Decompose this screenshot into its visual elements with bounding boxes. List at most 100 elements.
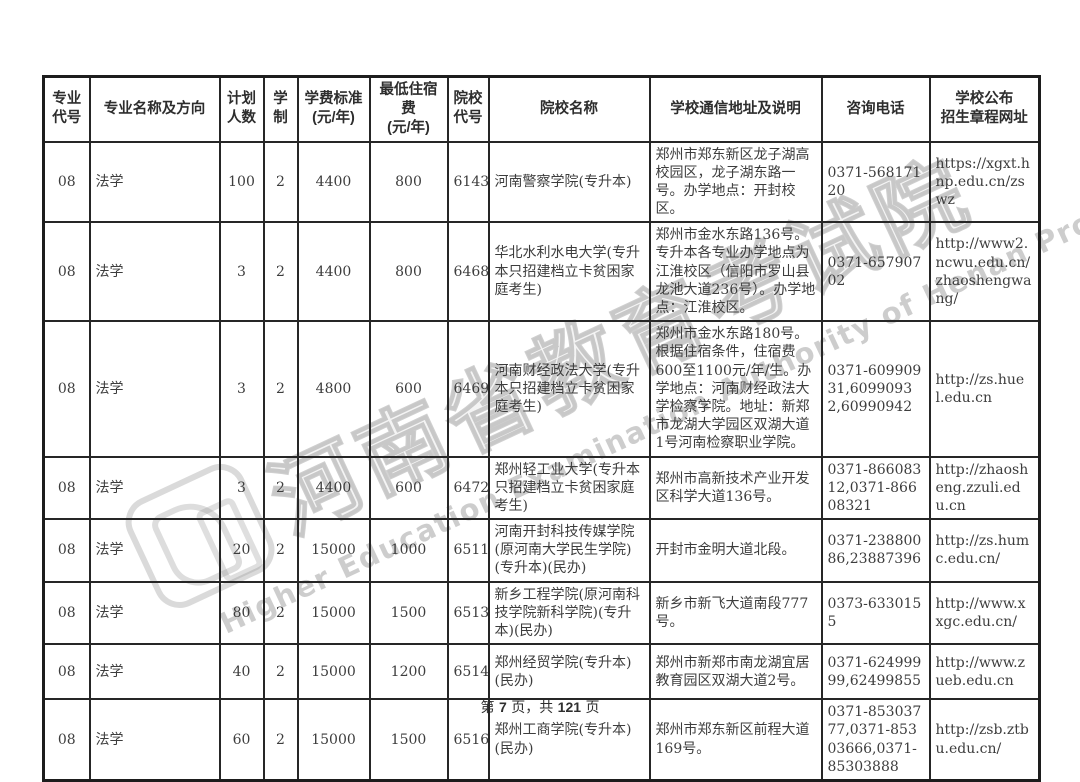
cell-major-code: 08 [42, 455, 91, 521]
cell-plan-count: 3 [218, 221, 265, 323]
cell-college-name: 河南警察学院(专升本) [487, 140, 651, 224]
cell-phone: 0371-86608312,0371-86608321 [820, 455, 931, 521]
cell-major-name: 法学 [88, 580, 221, 646]
cell-phone: 0373-6330155 [820, 580, 931, 646]
table-row: 08 法学 3 2 4400 800 6468 华北水利水电大学(专升本只招建档… [42, 221, 1041, 323]
col-college-name: 院校名称 [487, 75, 651, 143]
cell-plan-count: 20 [218, 518, 265, 583]
cell-address: 新乡市新飞大道南段777号。 [648, 580, 823, 646]
page-indicator: 第 7 页，共 121 页 [0, 697, 1080, 717]
cell-tuition: 4400 [296, 221, 371, 323]
cell-phone: 0371-56817120 [820, 140, 931, 224]
col-address: 学校通信地址及说明 [648, 75, 823, 143]
cell-years: 2 [262, 643, 299, 701]
cell-years: 2 [262, 518, 299, 583]
cell-college-name: 河南财经政法大学(专升本只招建档立卡贫困家庭考生) [487, 320, 651, 458]
cell-address: 郑州市金水东路136号。专升本各专业办学地点为江淮校区（信阳市罗山县龙池大道23… [648, 221, 823, 323]
col-years: 学 制 [262, 75, 299, 143]
table-row: 08 法学 40 2 15000 1200 6514 郑州经贸学院(专升本)(民… [42, 643, 1041, 701]
cell-college-code: 6469 [446, 320, 490, 458]
cell-college-code: 6511 [446, 518, 490, 583]
col-major-name: 专业名称及方向 [88, 75, 221, 143]
cell-major-name: 法学 [88, 320, 221, 458]
admissions-table: 专业 代号 专业名称及方向 计划 人数 学 制 学费标准 (元/年) 最低住宿费… [42, 75, 1041, 782]
cell-phone: 0371-62499999,62499855 [820, 643, 931, 701]
cell-major-code: 08 [42, 580, 91, 646]
cell-college-code: 6143 [446, 140, 490, 224]
cell-years: 2 [262, 221, 299, 323]
document-page: { "watermark": { "logo": "henan-eea-embl… [0, 0, 1080, 763]
table-row: 08 法学 100 2 4400 800 6143 河南警察学院(专升本) 郑州… [42, 140, 1041, 224]
cell-phone: 0371-23880086,23887396 [820, 518, 931, 583]
cell-website: http://www2.ncwu.edu.cn/zhaoshengwang/ [928, 221, 1041, 323]
cell-tuition: 15000 [296, 518, 371, 583]
col-plan-count: 计划 人数 [218, 75, 265, 143]
page-indicator-suffix: 页 [581, 700, 600, 716]
cell-major-code: 08 [42, 140, 91, 224]
cell-major-name: 法学 [88, 643, 221, 701]
col-major-code: 专业 代号 [42, 75, 91, 143]
cell-major-code: 08 [42, 643, 91, 701]
cell-plan-count: 3 [218, 455, 265, 521]
cell-college-name: 新乡工程学院(原河南科技学院新科学院)(专升本)(民办) [487, 580, 651, 646]
cell-college-name: 郑州轻工业大学(专升本只招建档立卡贫困家庭考生) [487, 455, 651, 521]
cell-address: 郑州市金水东路180号。根据住宿条件，住宿费600至1100元/年/生。办学地点… [648, 320, 823, 458]
cell-website: http://zs.huel.edu.cn [928, 320, 1041, 458]
col-website: 学校公布 招生章程网址 [928, 75, 1041, 143]
cell-dorm-fee: 600 [368, 320, 449, 458]
cell-website: https://xgxt.hnp.edu.cn/zswz [928, 140, 1041, 224]
cell-dorm-fee: 800 [368, 221, 449, 323]
cell-address: 郑州市郑东新区龙子湖高校园区，龙子湖东路一号。办学地点：开封校区。 [648, 140, 823, 224]
cell-tuition: 15000 [296, 643, 371, 701]
cell-college-name: 郑州经贸学院(专升本)(民办) [487, 643, 651, 701]
cell-college-name: 河南开封科技传媒学院(原河南大学民生学院)(专升本)(民办) [487, 518, 651, 583]
table-row: 08 法学 3 2 4400 600 6472 郑州轻工业大学(专升本只招建档立… [42, 455, 1041, 521]
table-row: 08 法学 80 2 15000 1500 6513 新乡工程学院(原河南科技学… [42, 580, 1041, 646]
cell-website: http://www.xxgc.edu.cn/ [928, 580, 1041, 646]
cell-plan-count: 40 [218, 643, 265, 701]
cell-website: http://zs.humc.edu.cn/ [928, 518, 1041, 583]
col-dorm-fee: 最低住宿费 (元/年) [368, 75, 449, 143]
cell-major-code: 08 [42, 221, 91, 323]
cell-college-code: 6468 [446, 221, 490, 323]
col-college-code: 院校 代号 [446, 75, 490, 143]
cell-major-code: 08 [42, 320, 91, 458]
cell-college-code: 6472 [446, 455, 490, 521]
cell-website: http://zhaosheng.zzuli.edu.cn [928, 455, 1041, 521]
page-indicator-prefix: 第 [480, 700, 499, 716]
table-header-row: 专业 代号 专业名称及方向 计划 人数 学 制 学费标准 (元/年) 最低住宿费… [42, 75, 1041, 143]
total-page-count: 121 [557, 699, 582, 715]
current-page-number: 7 [498, 699, 507, 715]
cell-major-code: 08 [42, 518, 91, 583]
cell-tuition: 15000 [296, 580, 371, 646]
cell-years: 2 [262, 580, 299, 646]
cell-address: 郑州市新郑市南龙湖宜居教育园区双湖大道2号。 [648, 643, 823, 701]
cell-dorm-fee: 1500 [368, 580, 449, 646]
table-row: 08 法学 20 2 15000 1000 6511 河南开封科技传媒学院(原河… [42, 518, 1041, 583]
cell-major-name: 法学 [88, 518, 221, 583]
cell-phone: 0371-60990931,60990932,60990942 [820, 320, 931, 458]
cell-dorm-fee: 800 [368, 140, 449, 224]
table-row: 08 法学 3 2 4800 600 6469 河南财经政法大学(专升本只招建档… [42, 320, 1041, 458]
cell-phone: 0371-65790702 [820, 221, 931, 323]
cell-website: http://www.zueb.edu.cn [928, 643, 1041, 701]
cell-address: 开封市金明大道北段。 [648, 518, 823, 583]
cell-college-name: 华北水利水电大学(专升本只招建档立卡贫困家庭考生) [487, 221, 651, 323]
cell-plan-count: 3 [218, 320, 265, 458]
cell-college-code: 6514 [446, 643, 490, 701]
cell-years: 2 [262, 140, 299, 224]
cell-years: 2 [262, 320, 299, 458]
cell-address: 郑州市高新技术产业开发区科学大道136号。 [648, 455, 823, 521]
cell-dorm-fee: 600 [368, 455, 449, 521]
cell-years: 2 [262, 455, 299, 521]
cell-major-name: 法学 [88, 140, 221, 224]
cell-plan-count: 80 [218, 580, 265, 646]
cell-dorm-fee: 1200 [368, 643, 449, 701]
cell-major-name: 法学 [88, 221, 221, 323]
cell-plan-count: 100 [218, 140, 265, 224]
cell-tuition: 4800 [296, 320, 371, 458]
cell-tuition: 4400 [296, 455, 371, 521]
page-indicator-middle: 页，共 [506, 700, 558, 716]
cell-college-code: 6513 [446, 580, 490, 646]
col-tuition: 学费标准 (元/年) [296, 75, 371, 143]
